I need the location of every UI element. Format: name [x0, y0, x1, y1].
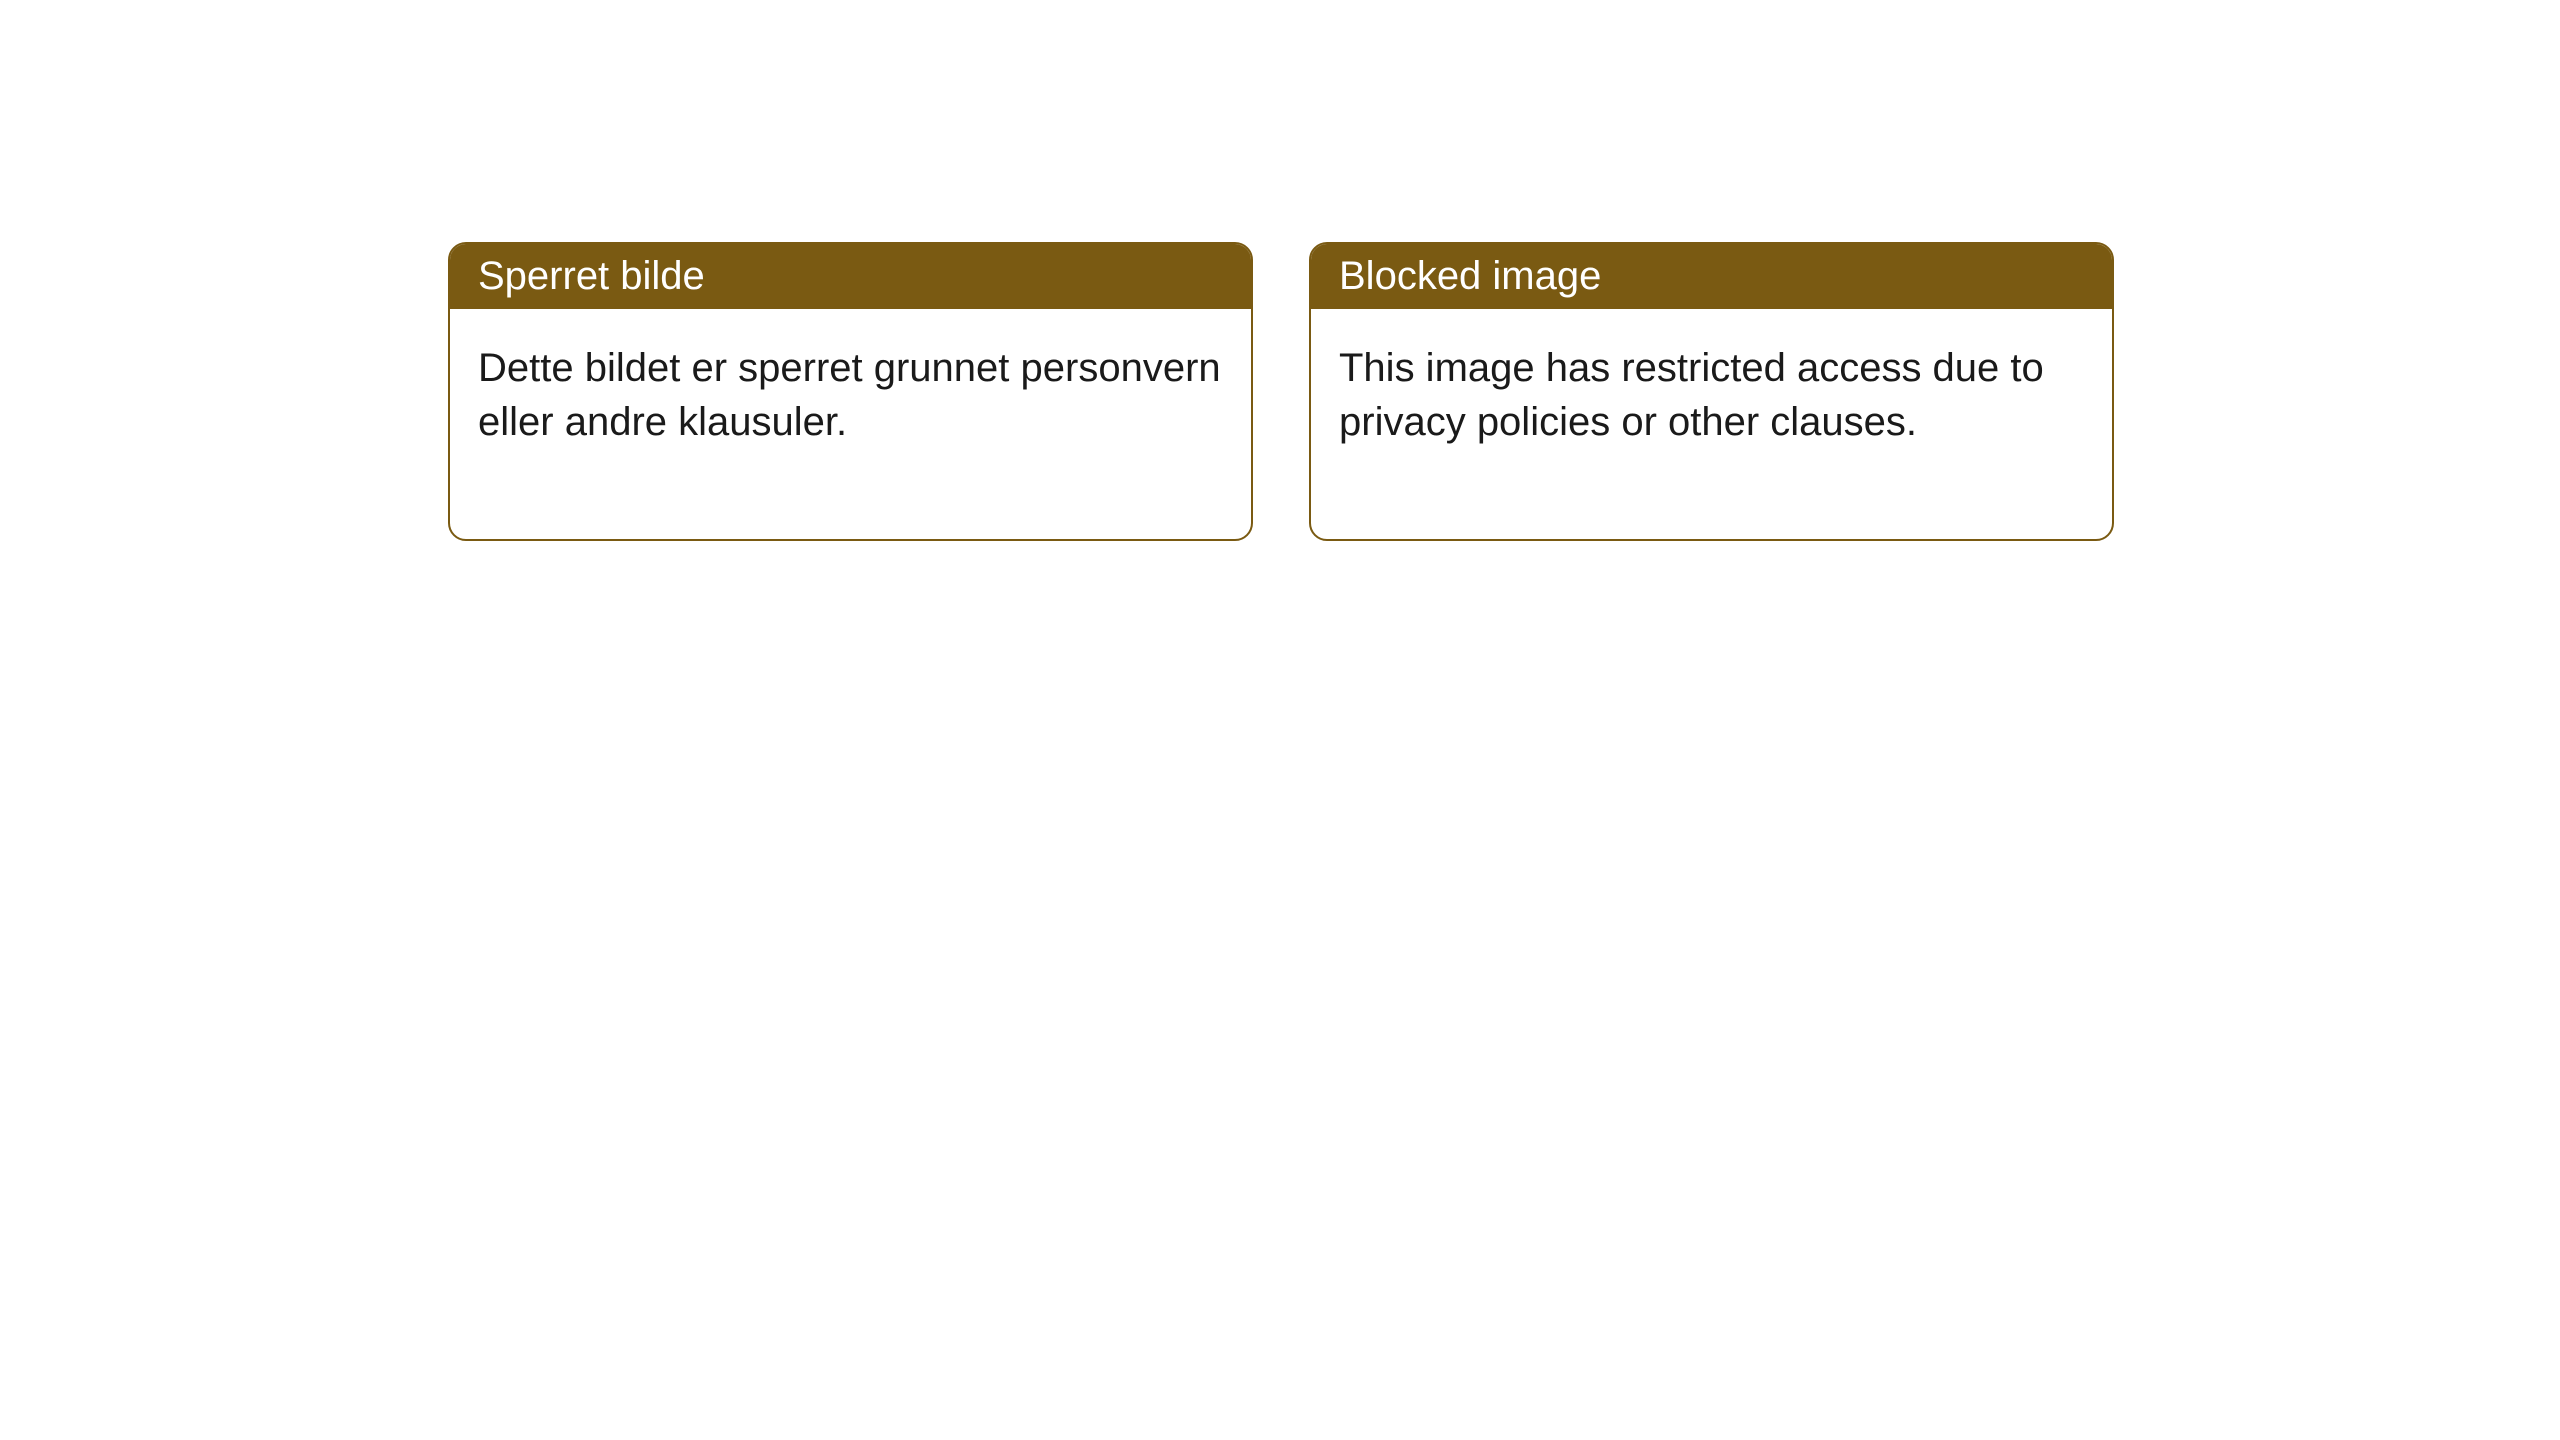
- notice-card-english: Blocked image This image has restricted …: [1309, 242, 2114, 541]
- notice-title: Sperret bilde: [478, 254, 705, 298]
- notice-title: Blocked image: [1339, 254, 1601, 298]
- notice-card-body: This image has restricted access due to …: [1311, 309, 2112, 539]
- notice-message: This image has restricted access due to …: [1339, 346, 2044, 444]
- notice-card-header: Sperret bilde: [450, 244, 1251, 309]
- notice-card-body: Dette bildet er sperret grunnet personve…: [450, 309, 1251, 539]
- notice-container: Sperret bilde Dette bildet er sperret gr…: [448, 242, 2114, 541]
- notice-card-norwegian: Sperret bilde Dette bildet er sperret gr…: [448, 242, 1253, 541]
- notice-message: Dette bildet er sperret grunnet personve…: [478, 346, 1221, 444]
- notice-card-header: Blocked image: [1311, 244, 2112, 309]
